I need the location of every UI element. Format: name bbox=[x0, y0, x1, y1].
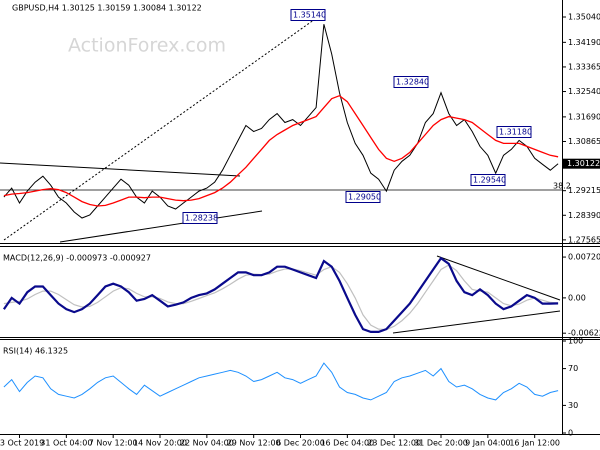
series-line bbox=[3, 24, 559, 219]
price-box bbox=[563, 158, 600, 169]
annotation-box bbox=[345, 191, 381, 203]
y-tick-label: 1.34190 bbox=[568, 38, 600, 47]
x-tick-label: 7 Nov 12:00 bbox=[89, 439, 138, 448]
y-tick-label: 30 bbox=[568, 401, 578, 410]
y-tick-label: 1.32540 bbox=[568, 87, 600, 96]
x-tick-label: 23 Oct 2019 bbox=[0, 439, 44, 448]
y-tick-label: 0.00 bbox=[568, 293, 586, 302]
x-tick-label: 23 Dec 12:00 bbox=[367, 439, 421, 448]
trend-line bbox=[3, 11, 326, 241]
current-price: 1.30122 bbox=[567, 159, 600, 168]
x-tick-label: 29 Nov 12:00 bbox=[227, 439, 281, 448]
y-tick-label: 1.29215 bbox=[568, 186, 600, 195]
x-tick-label: 22 Nov 04:00 bbox=[180, 439, 234, 448]
y-tick-label: 70 bbox=[568, 364, 578, 373]
frame bbox=[0, 0, 600, 435]
x-tick-label: 31 Oct 04:00 bbox=[40, 439, 92, 448]
annotation: 38.2 bbox=[553, 182, 571, 191]
annotation-box bbox=[470, 174, 506, 186]
panel-header: GBPUSD,H4 1.30125 1.30159 1.30084 1.3012… bbox=[12, 4, 202, 13]
y-tick-label: 1.27565 bbox=[568, 235, 600, 244]
annotation-box bbox=[290, 9, 326, 21]
annotation: 1.35140 bbox=[293, 11, 326, 20]
y-tick-label: 1.31690 bbox=[568, 112, 600, 121]
panel-header: MACD(12,26,9) -0.000973 -0.000927 bbox=[3, 254, 151, 263]
panel-header: RSI(14) 46.1325 bbox=[3, 347, 68, 356]
trend-line bbox=[392, 310, 561, 334]
annotation: 1.28238 bbox=[185, 214, 218, 223]
y-tick-label: 0.007201 bbox=[568, 253, 600, 262]
annotation-box bbox=[182, 212, 218, 224]
x-tick-label: 31 Dec 20:00 bbox=[414, 439, 468, 448]
annotation: 1.29050 bbox=[348, 193, 381, 202]
annotation-box bbox=[393, 76, 429, 88]
y-tick-label: 1.35040 bbox=[568, 12, 600, 21]
x-tick-label: 9 Jan 04:00 bbox=[465, 439, 511, 448]
series-line bbox=[3, 94, 559, 207]
annotation: 1.31180 bbox=[499, 128, 532, 137]
x-tick-label: 14 Nov 20:00 bbox=[133, 439, 187, 448]
series-line bbox=[2, 256, 559, 333]
trend-line bbox=[436, 255, 561, 301]
trend-line bbox=[59, 210, 263, 243]
annotation-box bbox=[496, 126, 532, 138]
y-tick-label: 0 bbox=[568, 429, 573, 438]
annotation: 1.29540 bbox=[473, 176, 506, 185]
x-tick-label: 16 Jan 12:00 bbox=[509, 439, 560, 448]
series-line bbox=[3, 264, 559, 331]
y-tick-label: -0.006229 bbox=[568, 329, 600, 338]
x-tick-label: 6 Dec 20:00 bbox=[276, 439, 325, 448]
watermark: ActionForex.com bbox=[68, 35, 226, 57]
x-tick-label: 16 Dec 04:00 bbox=[320, 439, 374, 448]
y-tick-label: 100 bbox=[568, 337, 583, 346]
trend-line bbox=[0, 162, 241, 177]
y-tick-label: 1.28390 bbox=[568, 211, 600, 220]
series-line bbox=[3, 362, 559, 401]
y-tick-label: 1.30865 bbox=[568, 137, 600, 146]
y-tick-label: 1.33365 bbox=[568, 62, 600, 71]
annotation: 1.32840 bbox=[396, 78, 429, 87]
